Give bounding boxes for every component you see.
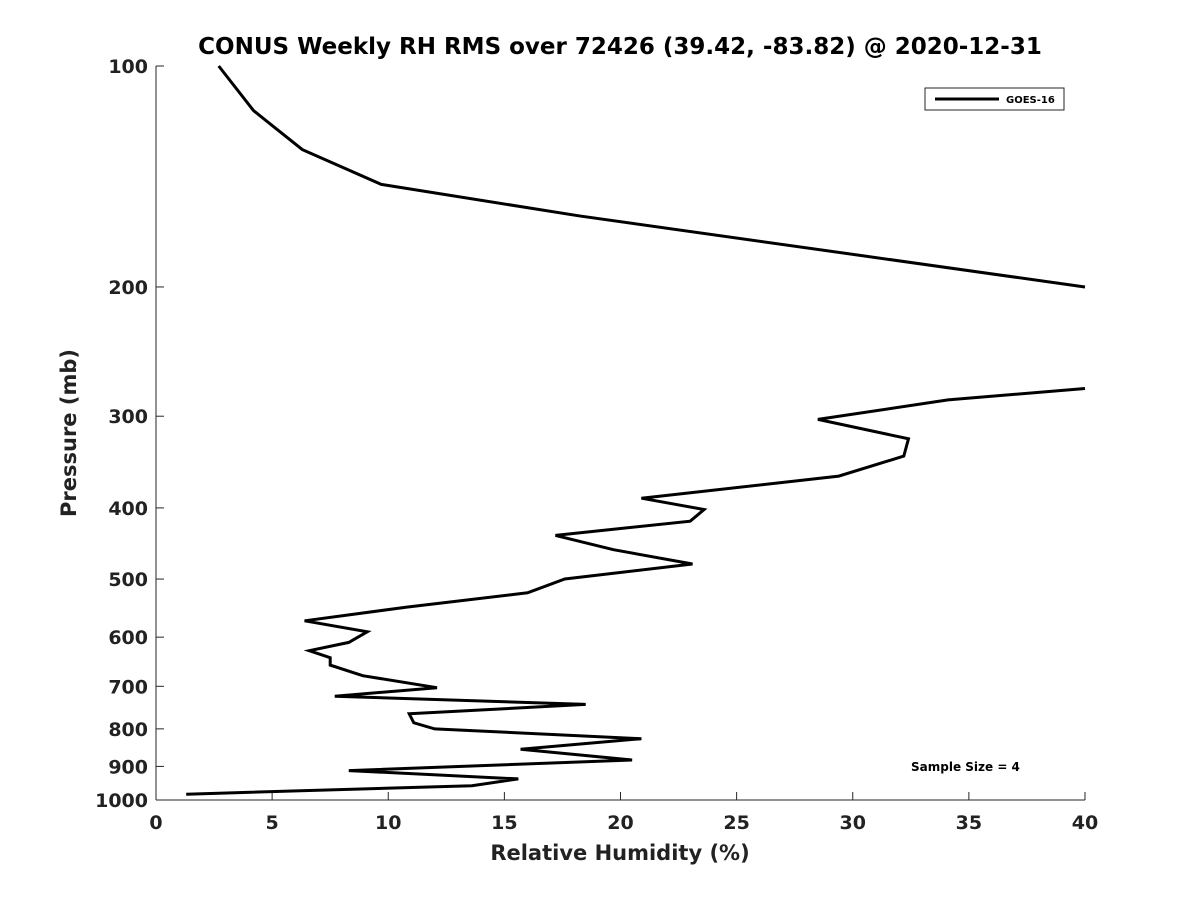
y-tick-label: 500 [108, 569, 148, 591]
x-tick-label: 35 [956, 812, 982, 834]
x-tick-label: 40 [1072, 812, 1098, 834]
y-tick-label: 200 [108, 277, 148, 299]
x-tick-label: 10 [375, 812, 401, 834]
x-tick-label: 5 [266, 812, 279, 834]
chart-title: CONUS Weekly RH RMS over 72426 (39.42, -… [198, 34, 1042, 60]
x-axis-ticks: 0 5 10 15 20 25 30 35 40 [149, 792, 1098, 834]
series-line-goes-16 [186, 387, 1086, 796]
y-axis-label: Pressure (mb) [57, 349, 81, 517]
y-tick-label: 700 [108, 676, 148, 698]
y-tick-label: 1000 [95, 790, 148, 812]
y-tick-label: 100 [108, 56, 148, 78]
y-tick-label: 900 [108, 756, 148, 778]
x-tick-label: 30 [840, 812, 866, 834]
x-axis-label: Relative Humidity (%) [490, 841, 749, 865]
plot-area [156, 66, 1085, 800]
y-tick-label: 800 [108, 719, 148, 741]
y-tick-label: 400 [108, 498, 148, 520]
legend: GOES-16 [924, 87, 1065, 111]
y-axis-ticks: 100 200 300 400 500 600 700 800 900 1000 [95, 56, 164, 812]
y-tick-label: 300 [108, 406, 148, 428]
x-tick-label: 25 [723, 812, 749, 834]
series-line-goes-16 [217, 65, 1086, 289]
x-tick-label: 15 [491, 812, 517, 834]
legend-label-goes-16: GOES-16 [1006, 95, 1055, 106]
sample-size-annotation: Sample Size = 4 [911, 760, 1020, 774]
x-tick-label: 20 [607, 812, 633, 834]
series-layer [186, 65, 1086, 796]
x-tick-label: 0 [149, 812, 162, 834]
y-tick-label: 600 [108, 627, 148, 649]
